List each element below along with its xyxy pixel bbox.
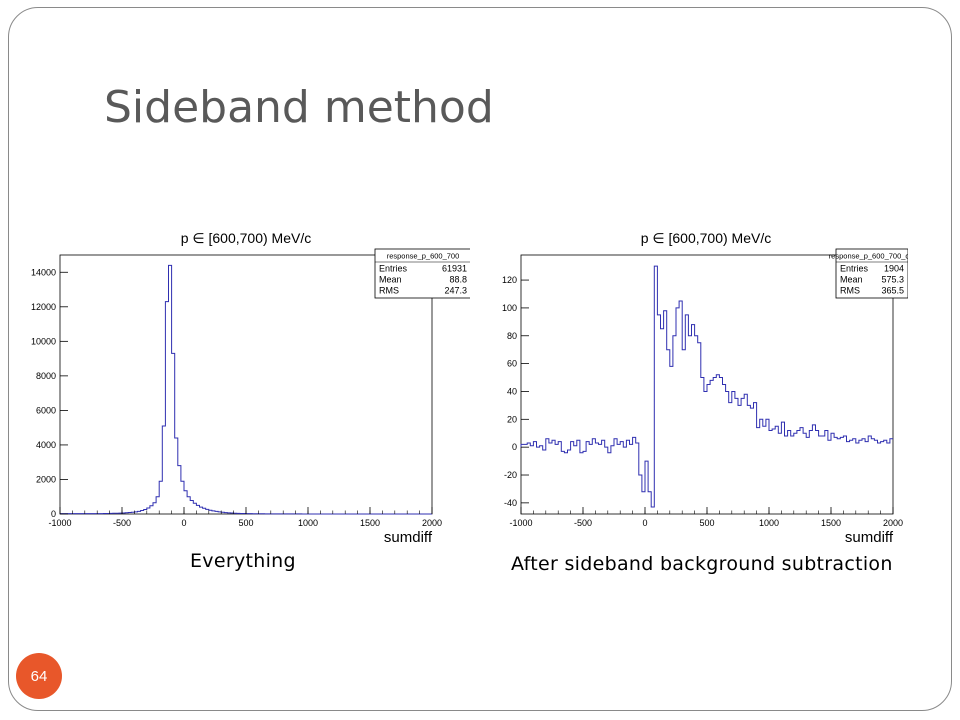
caption-everything: Everything (190, 550, 296, 572)
slide-frame (8, 7, 952, 711)
stats-value: 61931 (442, 264, 467, 274)
y-tick-label: 8000 (36, 371, 56, 381)
histogram-everything: -1000 -500 0 500 1000 1500 2000 0 2000 4000 6000 80… (31, 230, 470, 546)
y-tick-label: -40 (504, 498, 517, 508)
y-tick-label: 40 (507, 386, 517, 396)
y-tick-label: 0 (51, 509, 56, 519)
plot-frame (59, 254, 433, 515)
x-tick-label: 1000 (759, 518, 779, 528)
stats-label: RMS (379, 286, 399, 296)
stats-label: RMS (840, 286, 860, 296)
histogram-line (520, 265, 893, 508)
x-axis-label: sumdiff (384, 529, 433, 546)
x-tick-label: -1000 (509, 518, 532, 528)
x-tick-label: -500 (113, 518, 131, 528)
stats-label: Mean (379, 275, 402, 285)
stats-value: 575.3 (881, 275, 904, 285)
stats-label: Entries (379, 264, 408, 274)
page-number: 64 (30, 667, 48, 685)
histogram-after-subtraction: -1000 -500 0 500 1000 1500 2000 -40 -20 0 20 40 60 80… (502, 230, 908, 546)
y-tick-label: -20 (504, 470, 517, 480)
y-tick-label: 10000 (31, 336, 56, 346)
stats-name: response_p_600_700 (387, 252, 460, 261)
x-tick-label: -500 (574, 518, 592, 528)
y-tick-label: 100 (502, 303, 517, 313)
stats-box (835, 248, 908, 299)
x-tick-label: 1000 (298, 518, 318, 528)
y-tick-label: 0 (512, 442, 517, 452)
y-tick-label: 14000 (31, 267, 56, 277)
x-tick-label: 1500 (360, 518, 380, 528)
y-tick-label: 120 (502, 275, 517, 285)
x-tick-label: 2000 (883, 518, 903, 528)
y-tick-label: 2000 (36, 474, 56, 484)
y-tick-label: 6000 (36, 405, 56, 415)
x-tick-label: 0 (642, 518, 647, 528)
y-tick-label: 4000 (36, 440, 56, 450)
stats-label: Mean (840, 275, 863, 285)
caption-after-subtraction: After sideband background subtraction (511, 553, 893, 575)
x-tick-label: 500 (238, 518, 253, 528)
chart-title: p ∈ [600,700) MeV/c (181, 230, 311, 246)
x-tick-label: 2000 (422, 518, 442, 528)
chart-title: p ∈ [600,700) MeV/c (641, 230, 771, 246)
x-tick-label: 500 (699, 518, 714, 528)
stats-value: 247.3 (444, 286, 467, 296)
x-axis-label: sumdiff (845, 529, 894, 546)
stats-box (374, 248, 470, 299)
stats-value: 1904 (884, 264, 904, 274)
y-tick-label: 80 (507, 331, 517, 341)
y-tick-label: 12000 (31, 302, 56, 312)
y-tick-label: 20 (507, 414, 517, 424)
stats-value: 365.5 (881, 286, 904, 296)
stats-value: 88.8 (449, 275, 467, 285)
x-tick-label: 1500 (821, 518, 841, 528)
page-number-badge: 64 (16, 653, 62, 699)
x-tick-label: 0 (181, 518, 186, 528)
slide-title: Sideband method (104, 82, 494, 133)
stats-label: Entries (840, 264, 869, 274)
y-tick-label: 60 (507, 359, 517, 369)
stats-name: response_p_600_700_diff (829, 252, 908, 261)
x-tick-label: -1000 (48, 518, 71, 528)
histogram-line (59, 264, 432, 515)
